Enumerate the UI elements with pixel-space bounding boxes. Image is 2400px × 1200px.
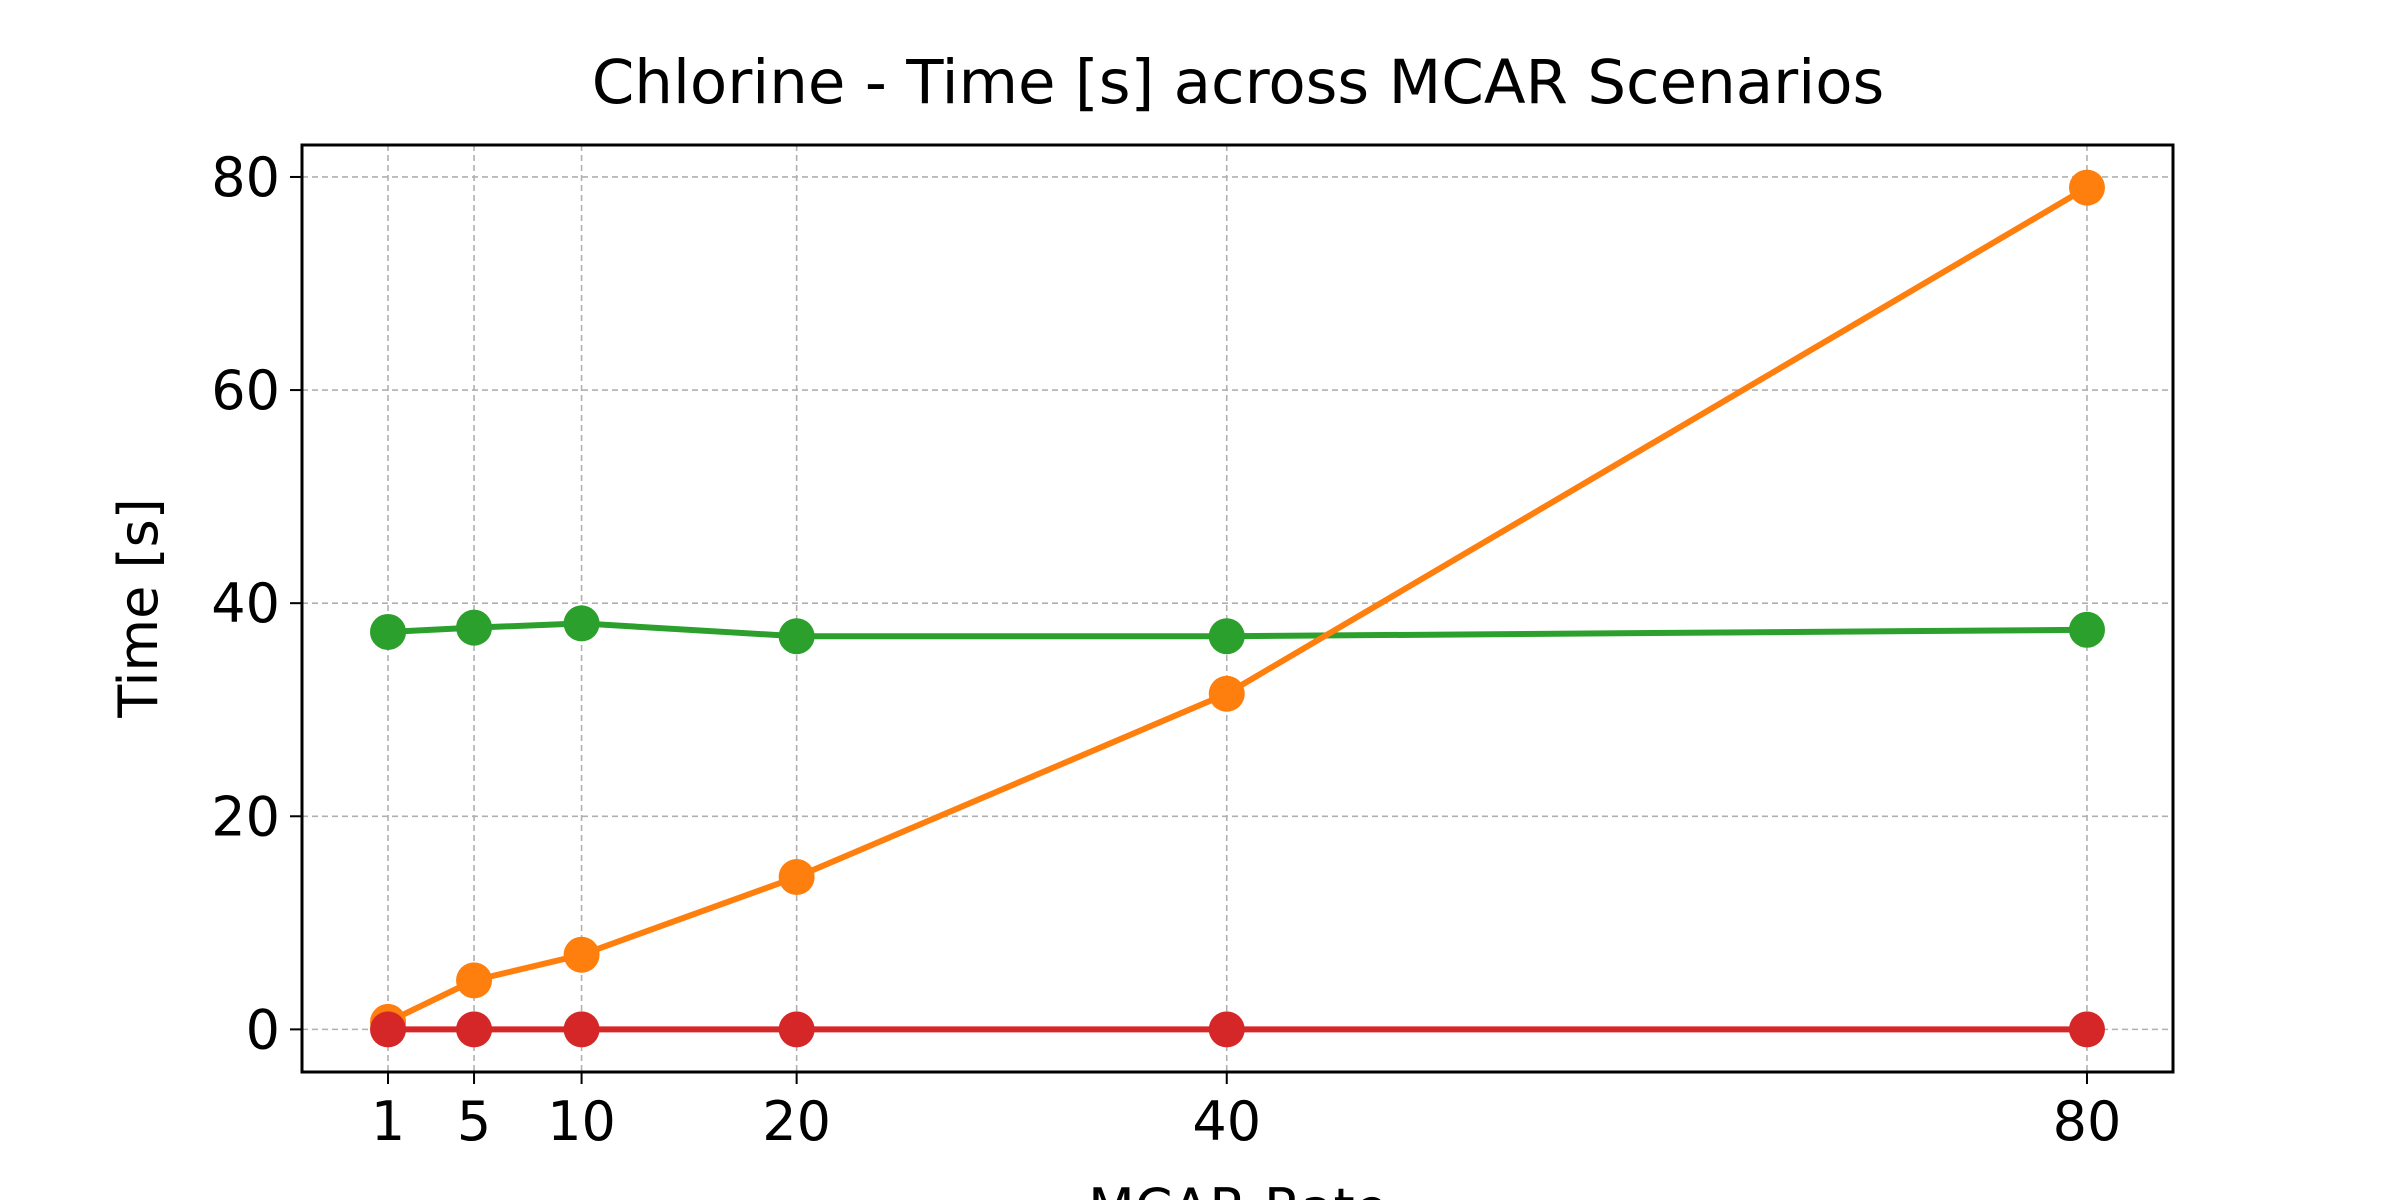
x-axis-label: MCAR Rate [1088, 1177, 1388, 1200]
data-point [2068, 611, 2105, 648]
y-tick-label: 60 [211, 359, 280, 422]
y-tick-label: 0 [246, 998, 280, 1061]
y-tick-label: 80 [211, 146, 280, 209]
data-point [1208, 675, 1245, 712]
x-tick-label: 5 [457, 1090, 491, 1153]
data-point [563, 1011, 600, 1048]
data-point [1208, 1011, 1245, 1048]
data-point [778, 859, 815, 896]
x-tick-label: 40 [1192, 1090, 1261, 1153]
axis-ticks: 1 5 10 20 40 80 0 20 40 60 80 [211, 146, 2121, 1153]
data-point [456, 1011, 493, 1048]
chart-title: Chlorine - Time [s] across MCAR Scenario… [592, 47, 1885, 118]
data-point [456, 962, 493, 999]
x-tick-label: 20 [762, 1090, 831, 1153]
data-point [1208, 618, 1245, 655]
x-tick-label: 1 [371, 1090, 405, 1153]
y-tick-label: 40 [211, 572, 280, 635]
x-tick-label: 10 [547, 1090, 616, 1153]
y-axis-label: Time [s] [107, 498, 170, 719]
data-point [370, 1011, 407, 1048]
data-point [778, 618, 815, 655]
y-tick-label: 20 [211, 785, 280, 848]
data-point [370, 613, 407, 650]
data-point [563, 936, 600, 973]
series-3 [370, 1011, 2105, 1048]
data-point [563, 605, 600, 642]
plot-frame [300, 143, 2175, 1074]
data-point [778, 1011, 815, 1048]
data-point [2068, 169, 2105, 206]
data-point [456, 609, 493, 646]
data-point [2068, 1011, 2105, 1048]
x-tick-label: 80 [2053, 1090, 2122, 1153]
series-layer [370, 169, 2105, 1048]
series-1 [370, 605, 2105, 655]
